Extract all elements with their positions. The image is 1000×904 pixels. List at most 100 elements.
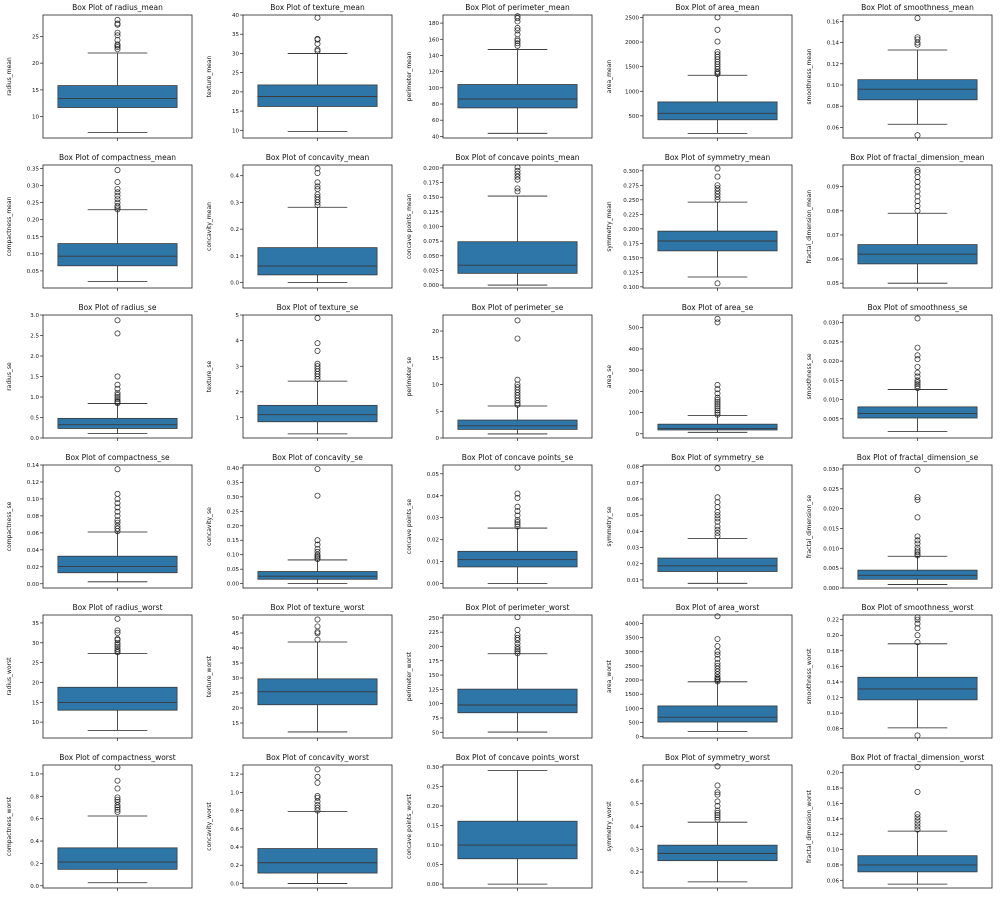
outlier-point bbox=[514, 516, 521, 523]
y-tick-label: 0.00 bbox=[27, 582, 40, 588]
y-tick-label: 0.250 bbox=[623, 198, 639, 204]
outlier-point bbox=[114, 635, 121, 642]
outlier-point bbox=[714, 512, 721, 519]
outlier-point bbox=[914, 496, 921, 503]
y-tick-label: 0.00 bbox=[427, 882, 440, 888]
outlier-point bbox=[914, 540, 921, 547]
outlier-point bbox=[914, 352, 921, 359]
outlier-point bbox=[714, 386, 721, 393]
outlier-point bbox=[714, 188, 721, 195]
iqr-box bbox=[57, 417, 178, 429]
subplot-title: Box Plot of fractal_dimension_se bbox=[857, 453, 979, 462]
outlier-point bbox=[714, 182, 721, 189]
y-tick-label: 0.02 bbox=[427, 538, 439, 544]
outlier-point bbox=[914, 814, 921, 821]
outlier-point bbox=[314, 492, 321, 499]
outlier-point bbox=[114, 809, 121, 815]
outlier-point bbox=[914, 494, 921, 501]
subplot-title: Box Plot of perimeter_worst bbox=[466, 603, 570, 612]
outlier-point bbox=[314, 545, 321, 552]
subplot-texture_se: Box Plot of texture_se 1 2 3 4 5 texture_se bbox=[206, 303, 393, 441]
outlier-point bbox=[314, 802, 321, 809]
subplot-title: Box Plot of texture_se bbox=[277, 303, 359, 312]
y-tick-label: 0.015 bbox=[823, 378, 839, 384]
outlier-point bbox=[714, 789, 721, 796]
y-tick-label: 3500 bbox=[625, 636, 639, 642]
outlier-point bbox=[714, 677, 721, 683]
y-tick-label: 20 bbox=[432, 329, 439, 335]
y-axis-label: compactness_se bbox=[6, 501, 13, 551]
outlier-point bbox=[914, 820, 921, 827]
subplot-radius_worst: Box Plot of radius_worst 10 15 20 25 30 35 radi… bbox=[6, 603, 193, 741]
outlier-point bbox=[714, 648, 721, 655]
y-tick-label: 0.10 bbox=[827, 848, 840, 854]
y-tick-label: 0.16 bbox=[827, 664, 840, 670]
y-tick-label: 0.150 bbox=[423, 195, 439, 201]
outlier-point bbox=[714, 51, 721, 58]
y-tick-label: 20 bbox=[32, 61, 39, 67]
outlier-point bbox=[114, 189, 121, 196]
outlier-point bbox=[114, 381, 121, 388]
y-tick-label: 0.125 bbox=[623, 270, 639, 276]
y-tick-label: 0.08 bbox=[827, 104, 840, 110]
subplot-area_se: Box Plot of area_se 0 100 200 300 400 500 area_… bbox=[606, 303, 793, 441]
outlier-point bbox=[314, 623, 321, 630]
outlier-point bbox=[114, 16, 121, 23]
outlier-point bbox=[714, 660, 721, 667]
y-tick-label: 0.05 bbox=[427, 472, 440, 478]
outlier-point bbox=[714, 662, 721, 669]
outlier-point bbox=[714, 523, 721, 530]
outlier-point bbox=[514, 648, 521, 654]
subplot-title: Box Plot of symmetry_se bbox=[671, 453, 764, 462]
outlier-point bbox=[714, 14, 721, 21]
outlier-point bbox=[914, 616, 921, 623]
outlier-point bbox=[714, 665, 721, 672]
y-tick-label: 25 bbox=[32, 34, 39, 40]
y-tick-label: 0.005 bbox=[823, 417, 839, 423]
y-tick-label: 0.20 bbox=[227, 524, 240, 530]
outlier-point bbox=[714, 494, 721, 501]
y-tick-label: 250 bbox=[429, 616, 440, 622]
outlier-point bbox=[514, 176, 521, 183]
y-tick-label: 20 bbox=[232, 706, 239, 712]
y-tick-label: 0.300 bbox=[623, 169, 639, 175]
outlier-point bbox=[514, 40, 521, 47]
outlier-point bbox=[114, 490, 121, 497]
outlier-point bbox=[714, 675, 721, 682]
y-tick-label: 0.30 bbox=[27, 184, 40, 190]
outlier-point bbox=[114, 32, 121, 39]
subplot-perimeter_worst: Box Plot of perimeter_worst 50 75 100 125 150… bbox=[406, 603, 593, 741]
outlier-point bbox=[314, 360, 321, 367]
outlier-point bbox=[114, 199, 121, 206]
y-axis-label: symmetry_mean bbox=[606, 201, 613, 252]
y-tick-label: 60 bbox=[432, 118, 439, 124]
iqr-box bbox=[257, 247, 378, 276]
y-tick-label: 10 bbox=[32, 115, 39, 121]
y-axis-label: compactness_worst bbox=[6, 796, 13, 856]
outlier-point bbox=[714, 655, 721, 662]
iqr-box bbox=[257, 848, 378, 874]
subplot-symmetry_worst: Box Plot of symmetry_worst 0.2 0.3 0.4 0.5 0.… bbox=[606, 753, 793, 891]
outlier-point bbox=[714, 636, 721, 642]
outlier-point bbox=[314, 14, 321, 21]
y-tick-label: 2500 bbox=[625, 15, 639, 21]
y-tick-label: 35 bbox=[232, 661, 239, 667]
iqr-box bbox=[657, 705, 778, 723]
outlier-point bbox=[314, 35, 321, 42]
y-tick-label: 1500 bbox=[625, 65, 639, 71]
y-tick-label: 0.00 bbox=[227, 582, 240, 588]
y-axis-label: fractal_dimension_mean bbox=[806, 190, 813, 264]
outlier-point bbox=[314, 551, 321, 558]
outlier-point bbox=[114, 398, 121, 405]
outlier-point bbox=[314, 630, 321, 637]
subplot-concavity_mean: Box Plot of concavity_mean 0.0 0.1 0.2 0.3 0.… bbox=[206, 153, 393, 291]
y-tick-label: 0.10 bbox=[827, 83, 840, 89]
y-tick-label: 200 bbox=[429, 644, 440, 650]
outlier-point bbox=[914, 732, 921, 739]
y-tick-label: 30 bbox=[232, 51, 239, 57]
subplot-title: Box Plot of radius_se bbox=[79, 303, 157, 312]
outlier-point bbox=[314, 616, 321, 623]
outlier-point bbox=[114, 44, 121, 51]
y-tick-label: 0.07 bbox=[627, 481, 640, 487]
y-axis-label: concavity_worst bbox=[206, 802, 213, 851]
